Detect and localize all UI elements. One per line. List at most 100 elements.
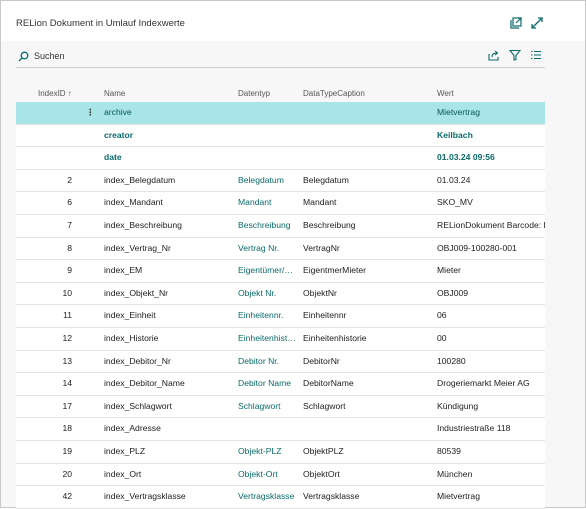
row-name: index_Einheit xyxy=(104,310,156,321)
table-row[interactable]: 14 index_Debitor_Name Debitor Name DebitorN… xyxy=(16,373,545,396)
row-actions-menu-icon[interactable] xyxy=(86,396,96,418)
row-name: index_Schlagwort xyxy=(104,400,172,411)
row-datatypecaption xyxy=(303,102,431,124)
row-indexid: 8 xyxy=(67,242,72,253)
row-datentyp-link[interactable]: Einheitenhist… xyxy=(238,332,296,343)
row-name: index_Beschreibung xyxy=(104,219,182,230)
row-datatypecaption: DebitorName xyxy=(303,378,354,389)
title-bar: RELion Dokument in Umlauf Indexwerte xyxy=(1,1,585,45)
list-view-icon[interactable] xyxy=(530,49,542,61)
table-row[interactable]: 7 index_Beschreibung Beschreibung Beschreib… xyxy=(16,214,545,238)
row-name: index_Adresse xyxy=(104,423,161,434)
row-wert: OBJ009-100280-001 xyxy=(437,242,517,253)
row-wert: 01.03.24 09:56 xyxy=(437,152,495,163)
row-datentyp-link[interactable]: Beschreibung xyxy=(238,219,291,230)
open-in-new-window-icon[interactable] xyxy=(509,16,523,30)
table-row[interactable]: date 01.03.24 09:56 xyxy=(16,147,545,170)
row-name: index_EM xyxy=(104,265,143,276)
table-row[interactable]: 10 index_Objekt_Nr Objekt Nr. ObjektNr OBJ00… xyxy=(16,282,545,306)
row-datatypecaption: Vertragsklasse xyxy=(303,491,360,502)
search-box[interactable]: Suchen xyxy=(18,49,65,63)
table-row[interactable]: 17 index_Schlagwort Schlagwort Schlagwort Kü… xyxy=(16,395,545,419)
row-datatypecaption: ObjektPLZ xyxy=(303,445,344,456)
table-row[interactable]: 20 index_Ort Objekt-Ort ObjektOrt München xyxy=(16,463,545,487)
table-row[interactable]: 9 index_EM Eigentümer/… EigentmerMieter Miet… xyxy=(16,260,545,283)
row-actions-menu-icon[interactable] xyxy=(86,238,96,260)
row-name: index_Debitor_Nr xyxy=(104,355,171,366)
row-datentyp-link[interactable]: Schlagwort xyxy=(238,400,281,411)
row-datatypecaption xyxy=(303,125,431,147)
row-actions-menu-icon[interactable] xyxy=(86,125,96,147)
row-actions-menu-icon[interactable] xyxy=(86,305,96,327)
column-header-indexid[interactable]: IndexID ↑ xyxy=(38,89,72,98)
row-actions-menu-icon[interactable] xyxy=(86,170,96,192)
row-actions-menu-icon[interactable] xyxy=(86,486,96,508)
row-wert: RELionDokument Barcode: F xyxy=(437,219,545,230)
expand-icon[interactable] xyxy=(530,16,544,30)
row-wert: 06 xyxy=(437,310,447,321)
table-row[interactable]: ⋮ archive Mietvertrag xyxy=(16,102,545,125)
column-header-datatypecaption[interactable]: DataTypeCaption xyxy=(303,89,365,98)
row-actions-menu-icon[interactable] xyxy=(86,441,96,463)
row-datentyp-link[interactable]: Vertrag Nr. xyxy=(238,242,280,253)
row-name: index_Ort xyxy=(104,468,142,479)
table-row[interactable]: 42 index_Vertragsklasse Vertragsklasse Vert… xyxy=(16,486,545,509)
row-actions-menu-icon[interactable] xyxy=(86,351,96,373)
column-header-name[interactable]: Name xyxy=(104,89,126,98)
row-datatypecaption xyxy=(303,147,431,169)
row-actions-menu-icon[interactable] xyxy=(86,418,96,440)
row-wert: Industriestraße 118 xyxy=(437,423,511,434)
share-icon[interactable] xyxy=(488,49,500,61)
row-datentyp-link[interactable]: Einheitennr. xyxy=(238,310,284,321)
row-datentyp-link[interactable] xyxy=(238,102,298,124)
row-actions-menu-icon[interactable] xyxy=(86,373,96,395)
row-datentyp-link[interactable]: Debitor Nr. xyxy=(238,355,280,366)
row-indexid: 2 xyxy=(67,174,72,185)
row-datentyp-link[interactable]: Mandant xyxy=(238,197,272,208)
row-datentyp-link[interactable] xyxy=(238,418,298,440)
row-datentyp-link[interactable] xyxy=(238,147,298,169)
row-indexid: 10 xyxy=(62,287,72,298)
table-row[interactable]: 2 index_Belegdatum Belegdatum Belegdatum 01.… xyxy=(16,169,545,193)
row-actions-menu-icon[interactable] xyxy=(86,283,96,305)
table-row[interactable]: 13 index_Debitor_Nr Debitor Nr. DebitorNr 10… xyxy=(16,350,545,374)
row-name: index_Historie xyxy=(104,332,159,343)
row-datentyp-link[interactable]: Objekt-PLZ xyxy=(238,445,282,456)
row-datentyp-link[interactable]: Vertragsklasse xyxy=(238,491,295,502)
row-datentyp-link[interactable]: Objekt-Ort xyxy=(238,468,278,479)
filter-icon[interactable] xyxy=(509,49,521,61)
column-header-wert[interactable]: Wert xyxy=(437,89,454,98)
row-indexid xyxy=(16,125,72,147)
row-actions-menu-icon[interactable] xyxy=(86,147,96,169)
row-datentyp-link[interactable] xyxy=(238,125,298,147)
table-row[interactable]: 6 index_Mandant Mandant Mandant SKO_MV xyxy=(16,192,545,215)
table-row[interactable]: 8 index_Vertrag_Nr Vertrag Nr. VertragNr OBJ… xyxy=(16,237,545,261)
row-name: creator xyxy=(104,129,134,140)
table-row[interactable]: 19 index_PLZ Objekt-PLZ ObjektPLZ 80539 xyxy=(16,440,545,464)
search-icon xyxy=(18,51,29,62)
row-name: index_Belegdatum xyxy=(104,174,176,185)
row-wert: Drogeriemarkt Meier AG xyxy=(437,378,530,389)
row-datentyp-link[interactable]: Belegdatum xyxy=(238,174,284,185)
row-datentyp-link[interactable]: Debitor Name xyxy=(238,378,292,389)
row-indexid: 19 xyxy=(62,445,72,456)
row-indexid: 42 xyxy=(62,491,72,502)
row-actions-menu-icon[interactable] xyxy=(86,328,96,350)
row-datatypecaption: Beschreibung xyxy=(303,219,356,230)
table-row[interactable]: 18 index_Adresse Industriestraße 118 xyxy=(16,418,545,441)
table-row[interactable]: 12 index_Historie Einheitenhist… Einheitenh… xyxy=(16,327,545,351)
row-actions-menu-icon[interactable] xyxy=(86,260,96,282)
row-actions-menu-icon[interactable] xyxy=(86,464,96,486)
row-indexid xyxy=(16,102,72,124)
column-header-datentyp[interactable]: Datentyp xyxy=(238,89,271,98)
table-row[interactable]: creator Keilbach xyxy=(16,124,545,148)
row-actions-menu-icon[interactable] xyxy=(86,192,96,214)
row-indexid xyxy=(16,147,72,169)
row-actions-menu-icon[interactable] xyxy=(86,215,96,237)
table-row[interactable]: 11 index_Einheit Einheitennr. Einheitennr 06 xyxy=(16,305,545,328)
row-datentyp-link[interactable]: Eigentümer/… xyxy=(238,265,293,276)
row-actions-menu-icon[interactable]: ⋮ xyxy=(86,107,95,117)
row-wert: Mietvertrag xyxy=(437,491,480,502)
row-datatypecaption: ObjektOrt xyxy=(303,468,340,479)
row-datentyp-link[interactable]: Objekt Nr. xyxy=(238,287,277,298)
